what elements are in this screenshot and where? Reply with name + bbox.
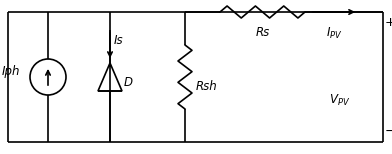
Text: −: −: [385, 125, 392, 138]
Text: +: +: [385, 16, 392, 29]
Text: D: D: [124, 75, 133, 89]
Text: Rsh: Rsh: [196, 81, 218, 93]
Text: I$_{PV}$: I$_{PV}$: [326, 26, 342, 41]
Text: Iph: Iph: [2, 65, 20, 79]
Text: Is: Is: [114, 34, 123, 47]
Text: V$_{PV}$: V$_{PV}$: [329, 92, 350, 107]
Text: Rs: Rs: [255, 26, 270, 39]
